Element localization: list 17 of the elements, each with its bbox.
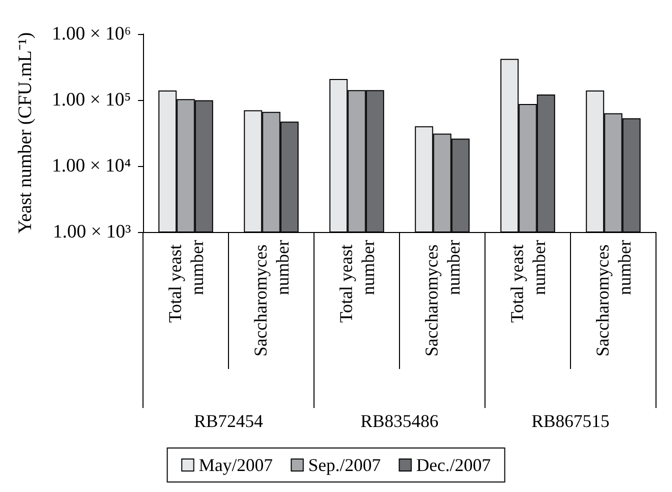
text: RB835486: [360, 411, 439, 431]
y-tick-label: 1.00 × 10⁴: [52, 156, 132, 176]
x-tick-label: Total yeast number: [164, 240, 207, 323]
y-axis-title: Yeast number (CFU.mL⁻¹): [15, 32, 36, 234]
legend-label: Sep./2007: [308, 455, 381, 475]
y-tick-label: 1.00 × 10³: [52, 222, 132, 242]
text: RB867515: [531, 411, 610, 431]
legend-label: May/2007: [198, 455, 273, 475]
x-tick-label: Total yeast number: [336, 240, 378, 323]
legend-label: Dec./2007: [416, 455, 491, 475]
y-tick-label: 1.00 × 10⁵: [52, 90, 131, 110]
text: RB72454: [194, 411, 264, 431]
x-tick-label: Saccharomyces number: [250, 240, 292, 356]
x-tick-label: Saccharomyces number: [592, 240, 634, 356]
x-tick-label: Saccharomyces number: [421, 240, 464, 356]
y-tick-label: 1.00 × 10⁶: [52, 24, 131, 44]
x-tick-label: Total yeast number: [506, 240, 549, 323]
